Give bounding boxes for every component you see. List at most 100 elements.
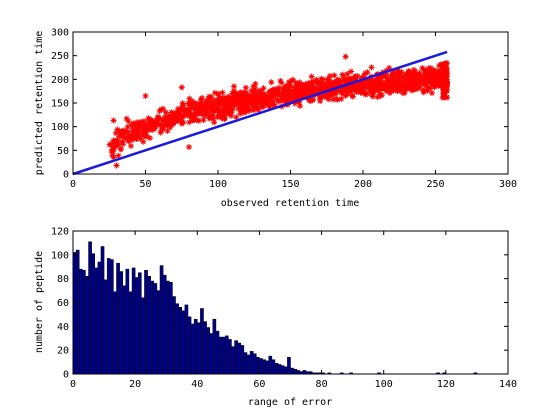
histogram-bar xyxy=(207,328,210,374)
scatter-point xyxy=(179,84,185,90)
histogram-bar xyxy=(188,317,191,374)
histogram-bar xyxy=(79,269,82,374)
histogram-bar xyxy=(185,305,188,374)
histogram-bar xyxy=(82,270,85,374)
histogram-bar xyxy=(281,366,284,374)
histogram-bar xyxy=(306,372,309,374)
histogram-bar xyxy=(101,246,104,374)
histogram-bar xyxy=(169,282,172,374)
scatter-point xyxy=(326,83,332,89)
histogram-bar xyxy=(253,354,256,374)
scatter-point xyxy=(225,101,231,107)
histogram-x-tick-label: 60 xyxy=(253,379,265,390)
histogram-bar xyxy=(225,336,228,374)
histogram-bar xyxy=(297,370,300,374)
histogram-bar xyxy=(291,368,294,374)
histogram-bar xyxy=(303,370,306,374)
histogram-x-tick-label: 120 xyxy=(437,379,455,390)
histogram-y-tick-label: 60 xyxy=(57,298,69,309)
scatter-point xyxy=(268,93,274,99)
histogram-y-tick-label: 80 xyxy=(57,274,69,285)
scatter-y-tick-label: 0 xyxy=(63,170,69,181)
histogram-bar xyxy=(300,372,303,374)
histogram-x-axis-label: range of error xyxy=(248,397,332,408)
scatter-point xyxy=(113,143,119,149)
scatter-point xyxy=(252,90,258,96)
scatter-point xyxy=(124,116,130,122)
histogram-bar xyxy=(191,324,194,374)
histogram-bar xyxy=(104,280,107,374)
scatter-y-tick-label: 100 xyxy=(51,122,69,133)
histogram-bar xyxy=(213,319,216,374)
scatter-point xyxy=(370,91,376,97)
histogram-bar xyxy=(98,262,101,374)
scatter-point xyxy=(388,88,394,94)
histogram-bar xyxy=(250,351,253,374)
scatter-y-axis-label: predicted retention time xyxy=(34,31,45,176)
scatter-x-tick-label: 250 xyxy=(426,179,444,190)
scatter-x-tick-label: 0 xyxy=(70,179,76,190)
scatter-point xyxy=(423,68,429,74)
scatter-point xyxy=(414,86,420,92)
histogram-x-tick-label: 40 xyxy=(191,379,203,390)
scatter-point xyxy=(444,80,450,86)
histogram-y-tick-label: 40 xyxy=(57,322,69,333)
histogram-bar xyxy=(113,292,116,374)
histogram-bar xyxy=(92,254,95,374)
scatter-point xyxy=(309,74,315,80)
histogram-bar xyxy=(228,339,231,374)
histogram-bar xyxy=(350,373,353,374)
histogram-bar xyxy=(126,269,129,374)
histogram-bar xyxy=(135,277,138,374)
histogram-x-tick-label: 0 xyxy=(70,379,76,390)
histogram-bar xyxy=(378,373,381,374)
scatter-point xyxy=(326,96,332,102)
histogram-bar xyxy=(241,345,244,374)
histogram-bar xyxy=(182,311,185,374)
histogram-bar xyxy=(148,276,151,374)
scatter-point xyxy=(318,80,324,86)
histogram-bar xyxy=(138,273,141,374)
scatter-x-tick-label: 100 xyxy=(209,179,227,190)
histogram-bar xyxy=(266,361,269,374)
scatter-y-tick-label: 300 xyxy=(51,28,69,39)
histogram-bar xyxy=(179,307,182,374)
histogram-bar xyxy=(247,355,250,374)
histogram-bar xyxy=(474,373,477,374)
histogram-bar xyxy=(340,373,343,374)
histogram-bar xyxy=(117,263,120,374)
scatter-y-tick-label: 250 xyxy=(51,51,69,62)
histogram-x-tick-label: 80 xyxy=(316,379,328,390)
histogram-bar xyxy=(244,353,247,374)
scatter-y-tick-label: 50 xyxy=(57,146,69,157)
histogram-bar xyxy=(157,291,160,374)
histogram-bar xyxy=(95,268,98,374)
scatter-point xyxy=(307,98,313,104)
histogram-bar xyxy=(263,360,266,374)
histogram-bar xyxy=(275,363,278,374)
scatter-point xyxy=(418,76,424,82)
scatter-point xyxy=(211,102,217,108)
scatter-point xyxy=(226,108,232,114)
histogram-bar xyxy=(216,331,219,374)
scatter-point xyxy=(259,91,265,97)
histogram-bar xyxy=(210,333,213,374)
histogram-bar xyxy=(194,319,197,374)
histogram-bar xyxy=(294,369,297,374)
scatter-y-tick-label: 150 xyxy=(51,99,69,110)
histogram-bar xyxy=(197,323,200,374)
scatter-x-tick-label: 200 xyxy=(354,179,372,190)
histogram-bar xyxy=(309,372,312,374)
scatter-point xyxy=(343,87,349,93)
scatter-x-tick-label: 150 xyxy=(281,179,299,190)
scatter-point xyxy=(348,69,354,75)
scatter-point xyxy=(406,83,412,89)
histogram-bar xyxy=(176,304,179,374)
histogram-bar xyxy=(132,268,135,374)
histogram-bar xyxy=(231,347,234,374)
histogram-bar xyxy=(172,297,175,374)
scatter-point xyxy=(333,96,339,102)
scatter-y-tick-label: 200 xyxy=(51,75,69,86)
histogram-bar xyxy=(154,283,157,374)
